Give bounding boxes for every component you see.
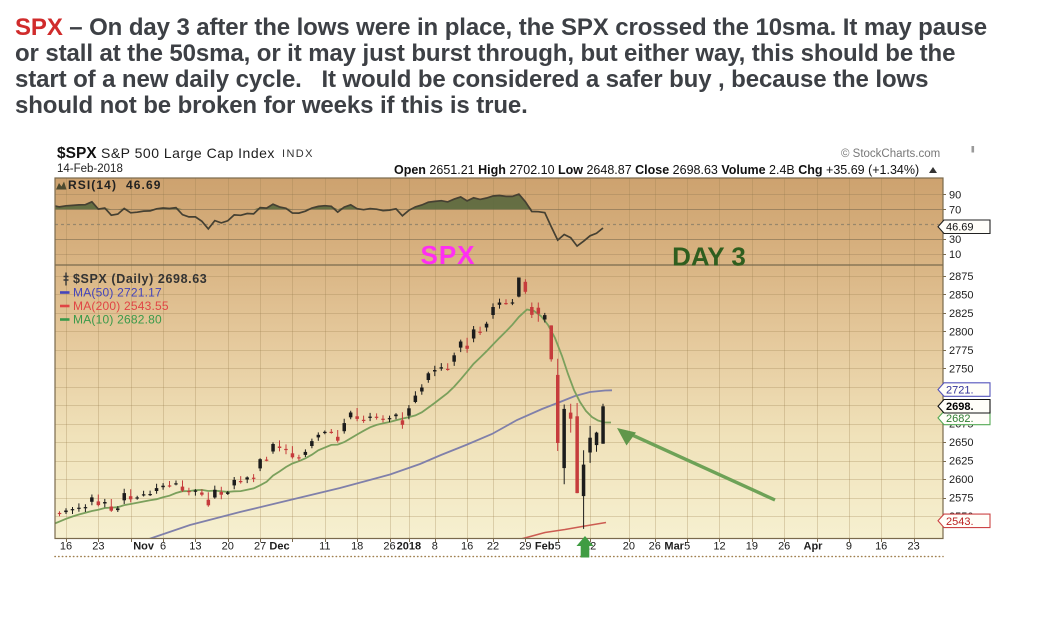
svg-text:12: 12: [713, 541, 725, 553]
svg-text:20: 20: [623, 541, 635, 553]
svg-text:Apr: Apr: [804, 541, 824, 553]
svg-text:© StockCharts.com: © StockCharts.com: [841, 148, 940, 160]
svg-text:S&P 500 Large Cap Index: S&P 500 Large Cap Index: [101, 145, 275, 161]
svg-text:Nov: Nov: [133, 541, 155, 553]
svg-text:19: 19: [746, 541, 758, 553]
svg-text:27: 27: [254, 541, 266, 553]
svg-text:11: 11: [319, 541, 330, 553]
svg-text:2850: 2850: [949, 289, 973, 301]
svg-text:5: 5: [555, 541, 561, 553]
svg-text:2825: 2825: [949, 308, 973, 320]
svg-text:Open 2651.21 High 2702.10 Low: Open 2651.21 High 2702.10 Low 2648.87 Cl…: [394, 163, 919, 177]
svg-text:2575: 2575: [949, 493, 973, 505]
svg-text:6: 6: [160, 541, 166, 553]
svg-text:14-Feb-2018: 14-Feb-2018: [57, 163, 123, 175]
svg-text:Feb: Feb: [535, 541, 555, 553]
svg-text:46.69: 46.69: [126, 178, 162, 192]
svg-text:INDX: INDX: [282, 148, 314, 160]
svg-text:2875: 2875: [949, 271, 973, 283]
svg-text:10: 10: [949, 249, 961, 261]
svg-text:$SPX: $SPX: [57, 145, 97, 162]
svg-text:2018: 2018: [397, 541, 421, 553]
svg-text:2650: 2650: [949, 437, 973, 449]
svg-text:29: 29: [519, 541, 531, 553]
svg-text:2698.: 2698.: [946, 401, 974, 413]
svg-text:70: 70: [949, 204, 961, 216]
svg-text:SPX: SPX: [420, 240, 475, 270]
svg-text:8: 8: [432, 541, 438, 553]
svg-text:9: 9: [846, 541, 852, 553]
svg-text:2721.: 2721.: [946, 385, 974, 397]
svg-text:RSI(14): RSI(14): [68, 178, 117, 192]
svg-text:26: 26: [383, 541, 395, 553]
svg-text:2800: 2800: [949, 326, 973, 338]
svg-text:16: 16: [60, 541, 72, 553]
svg-text:22: 22: [487, 541, 499, 553]
svg-text:90: 90: [949, 189, 961, 201]
svg-text:18: 18: [351, 541, 363, 553]
svg-text:23: 23: [907, 541, 919, 553]
svg-text:Mar: Mar: [664, 541, 684, 553]
svg-text:MA(200) 2543.55: MA(200) 2543.55: [73, 299, 169, 313]
svg-text:26: 26: [778, 541, 790, 553]
svg-text:MA(10) 2682.80: MA(10) 2682.80: [73, 313, 162, 327]
svg-text:46.69: 46.69: [946, 222, 974, 234]
svg-text:DAY 3: DAY 3: [672, 242, 746, 272]
svg-text:13: 13: [189, 541, 201, 553]
svg-text:$SPX (Daily) 2698.63: $SPX (Daily) 2698.63: [73, 272, 207, 286]
svg-text:16: 16: [461, 541, 473, 553]
svg-text:2682.: 2682.: [946, 413, 974, 425]
svg-text:2543.: 2543.: [946, 516, 974, 528]
svg-text:16: 16: [875, 541, 887, 553]
svg-text:2775: 2775: [949, 345, 973, 357]
svg-text:23: 23: [92, 541, 104, 553]
svg-text:MA(50) 2721.17: MA(50) 2721.17: [73, 286, 162, 300]
svg-text:26: 26: [649, 541, 661, 553]
svg-text:30: 30: [949, 234, 961, 246]
svg-text:2625: 2625: [949, 456, 973, 468]
svg-text:2600: 2600: [949, 474, 973, 486]
svg-text:20: 20: [222, 541, 234, 553]
svg-text:5: 5: [684, 541, 690, 553]
svg-text:2750: 2750: [949, 363, 973, 375]
svg-text:Dec: Dec: [269, 541, 289, 553]
